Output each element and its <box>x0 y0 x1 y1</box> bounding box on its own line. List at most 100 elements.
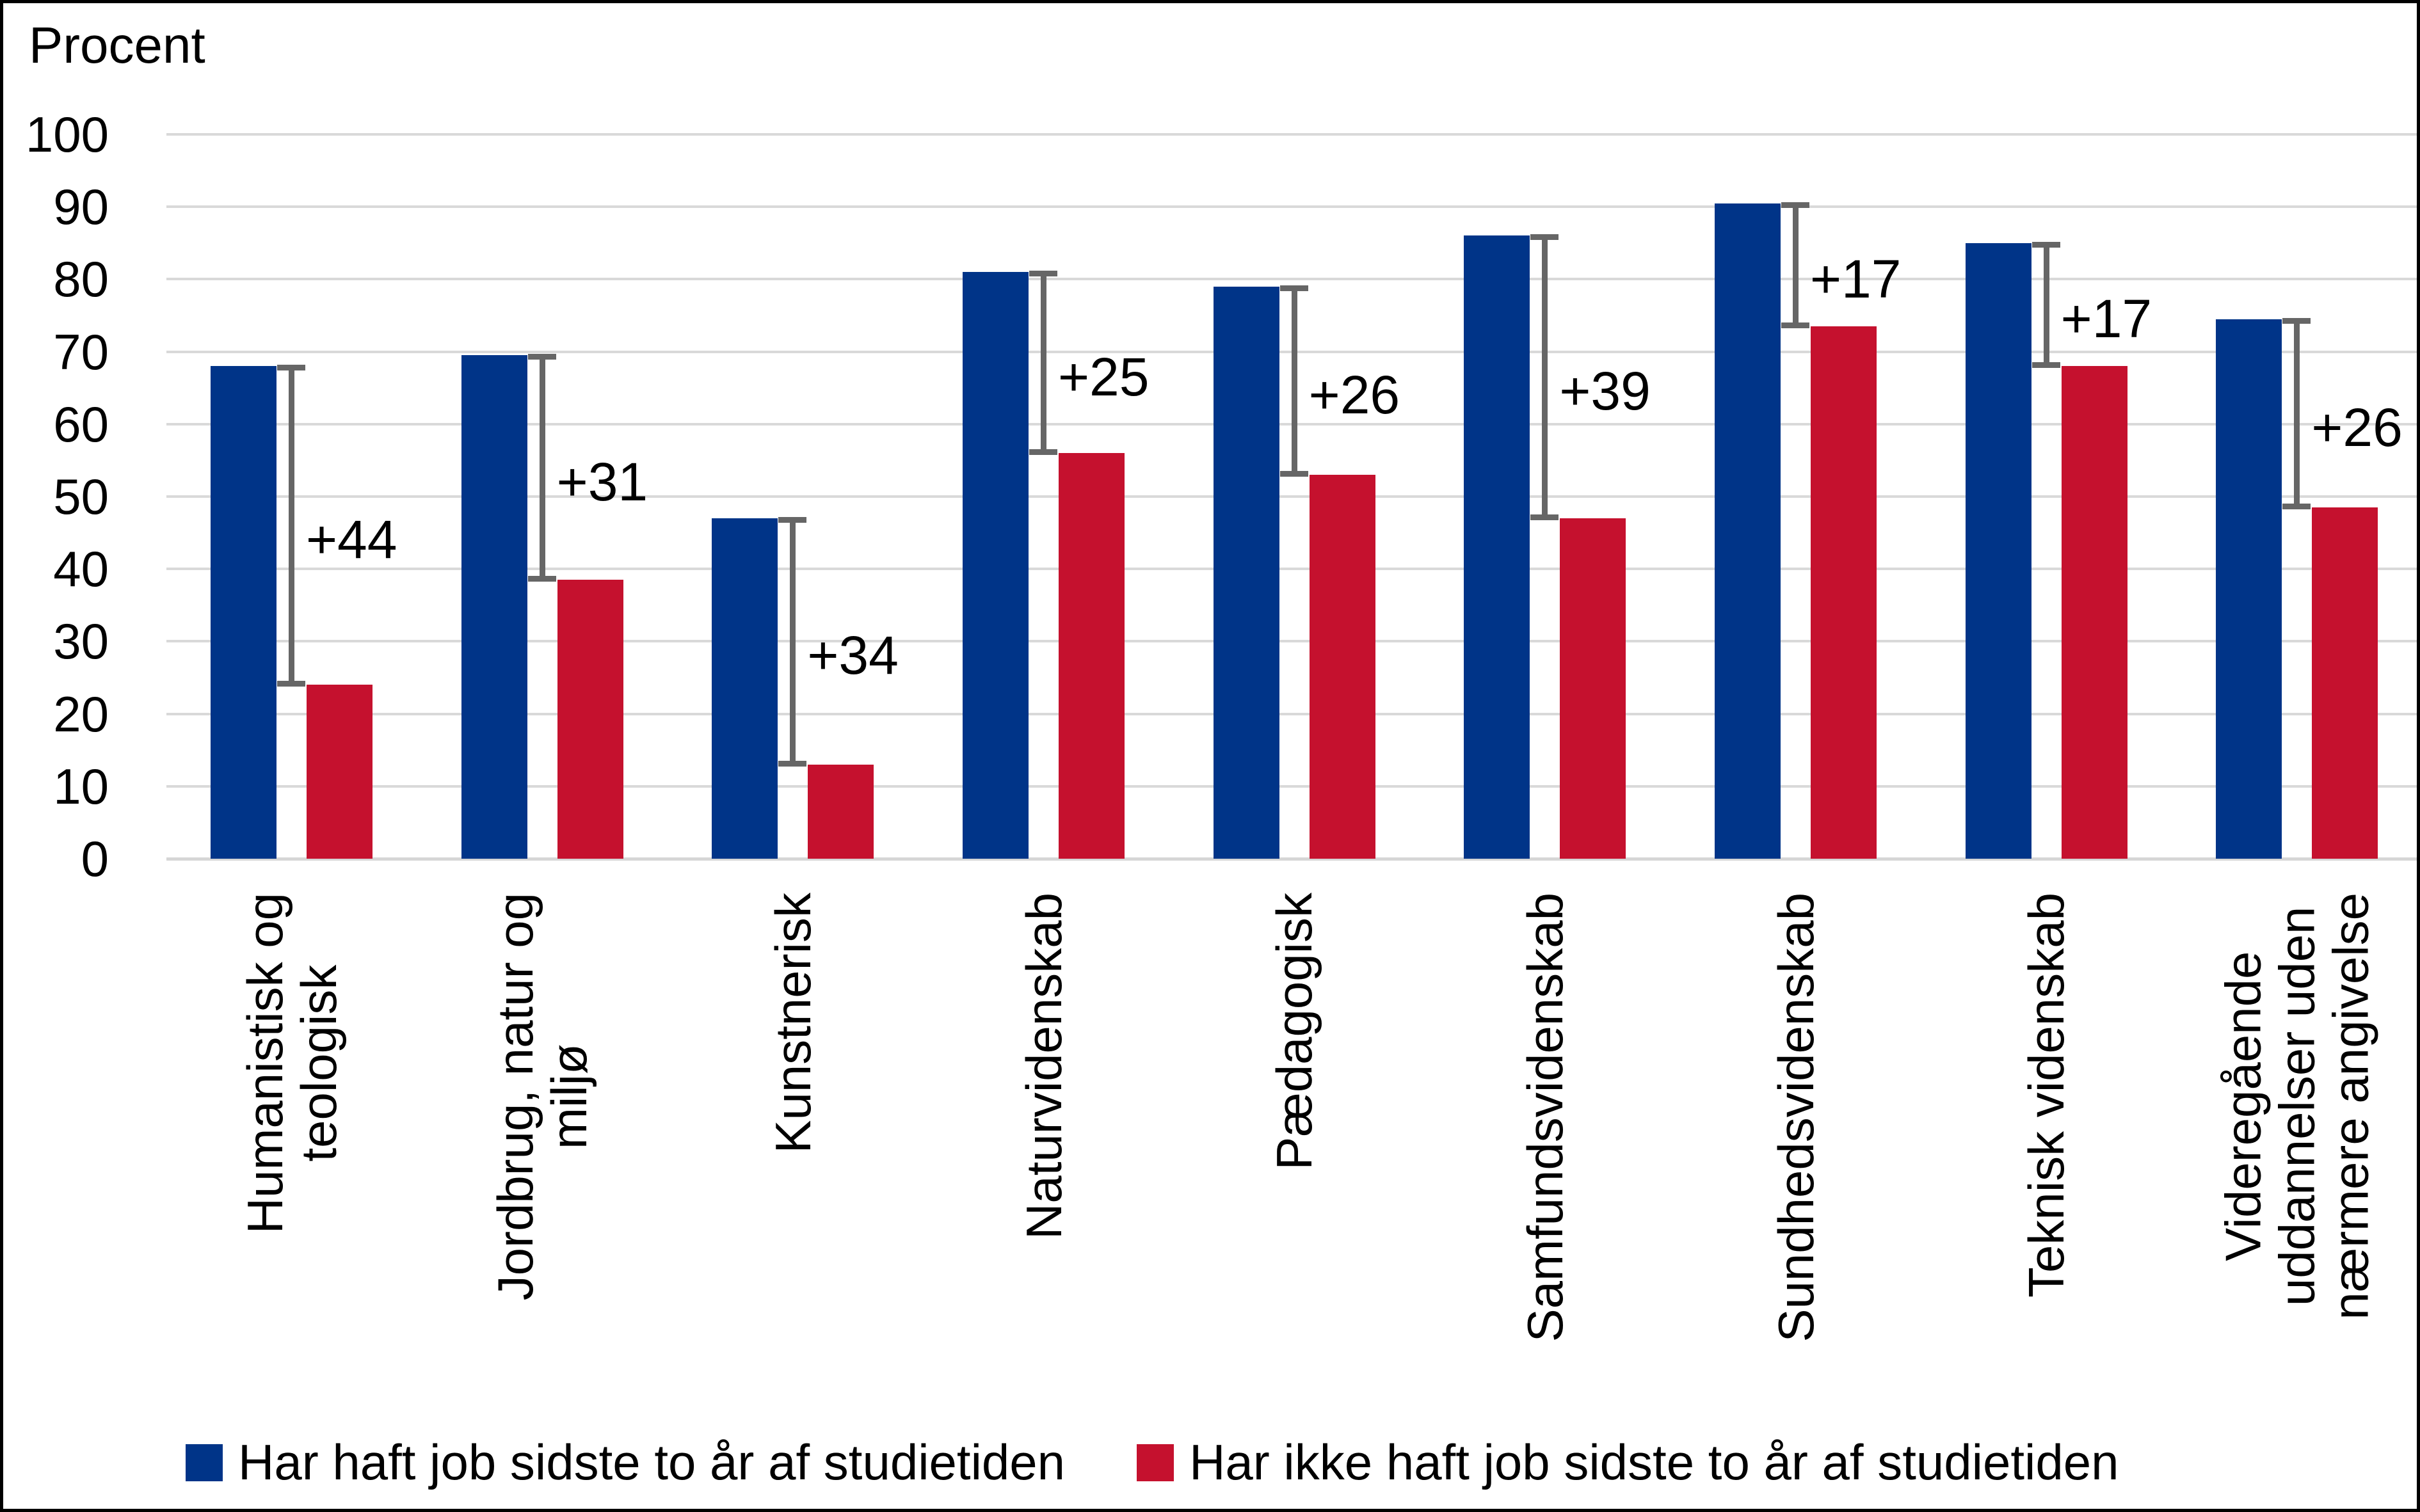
diff-label: +34 <box>807 625 899 686</box>
bar-har-haft-job <box>211 366 276 859</box>
y-tick-label: 90 <box>53 179 109 235</box>
legend: Har haft job sidste to år af studietiden… <box>3 1435 2417 1490</box>
category-label: Humanistisk og teologisk <box>166 893 417 1443</box>
gridline <box>166 568 2417 571</box>
legend-swatch-icon <box>186 1444 223 1481</box>
gridline <box>166 278 2417 281</box>
bar-har-ikke-haft-job <box>808 764 874 859</box>
bar-har-haft-job <box>2216 319 2282 859</box>
diff-bracket-top-cap <box>1279 285 1308 291</box>
bar-har-haft-job <box>712 518 778 859</box>
category-label-text: Pædagogisk <box>1266 893 1323 1170</box>
bar-har-ikke-haft-job <box>1560 518 1626 859</box>
diff-bracket-bottom-cap <box>2031 362 2060 369</box>
diff-bracket-bottom-cap <box>778 760 807 767</box>
diff-bracket-line <box>2043 243 2049 367</box>
legend-item: Har ikke haft job sidste to år af studie… <box>1137 1435 2119 1490</box>
diff-bracket-top-cap <box>1530 234 1559 241</box>
category-label-text: Humanistisk og teologisk <box>236 893 347 1234</box>
category-label-text: Teknisk videnskab <box>2018 893 2075 1298</box>
diff-bracket-top-cap <box>277 365 305 371</box>
diff-bracket-bottom-cap <box>1029 449 1057 456</box>
category-label: Videregående uddannelser uden nærmere an… <box>2172 893 2417 1443</box>
category-label: Naturvidenskab <box>918 893 1169 1443</box>
diff-label: +25 <box>1058 346 1150 407</box>
y-tick-label: 100 <box>25 106 109 163</box>
y-tick-label: 80 <box>53 251 109 308</box>
diff-label: +17 <box>1810 248 1902 309</box>
y-tick-label: 50 <box>53 468 109 525</box>
category-label-text: Jordbrug, natur og miljø <box>487 893 598 1301</box>
bar-har-haft-job <box>1965 243 2031 859</box>
legend-label: Har ikke haft job sidste to år af studie… <box>1189 1434 2119 1490</box>
legend-label: Har haft job sidste to år af studietiden <box>238 1434 1066 1490</box>
category-label: Samfundsvidenskab <box>1420 893 1671 1443</box>
category-label: Teknisk videnskab <box>1921 893 2172 1443</box>
diff-bracket-bottom-cap <box>1781 322 1809 328</box>
diff-bracket-line <box>1041 272 1046 454</box>
diff-bracket-top-cap <box>1781 202 1809 208</box>
diff-bracket-line <box>1542 235 1548 518</box>
diff-bracket-bottom-cap <box>1279 471 1308 477</box>
diff-bracket-bottom-cap <box>527 576 556 582</box>
bar-har-ikke-haft-job <box>2061 366 2128 859</box>
bar-har-haft-job <box>963 272 1029 859</box>
bar-har-ikke-haft-job <box>1309 475 1375 859</box>
category-label-text: Samfundsvidenskab <box>1517 893 1574 1342</box>
diff-bracket-line <box>1793 203 1799 326</box>
diff-label: +31 <box>556 451 648 512</box>
y-tick-label: 10 <box>53 758 109 815</box>
y-tick-label: 0 <box>81 831 109 887</box>
bar-har-ikke-haft-job <box>557 580 623 859</box>
gridline <box>166 784 2417 788</box>
gridline <box>166 133 2417 136</box>
diff-label: +44 <box>306 509 397 570</box>
gridline <box>166 495 2417 498</box>
diff-bracket-top-cap <box>2031 241 2060 248</box>
gridline <box>166 857 2417 861</box>
bar-har-haft-job <box>1715 203 1781 859</box>
diff-bracket-top-cap <box>527 354 556 360</box>
diff-bracket-top-cap <box>2282 317 2311 324</box>
y-tick-label: 60 <box>53 395 109 452</box>
bar-har-ikke-haft-job <box>2312 507 2378 859</box>
diff-bracket-line <box>539 355 545 580</box>
legend-item: Har haft job sidste to år af studietiden <box>186 1435 1065 1490</box>
diff-bracket-line <box>790 518 796 765</box>
category-label: Pædagogisk <box>1169 893 1420 1443</box>
y-tick-label: 70 <box>53 323 109 380</box>
diff-bracket-top-cap <box>1029 271 1057 277</box>
diff-label: +26 <box>1308 364 1400 425</box>
gridline <box>166 205 2417 209</box>
category-label: Sundhedsvidenskab <box>1671 893 1921 1443</box>
y-tick-label: 40 <box>53 541 109 598</box>
category-label-text: Sundhedsvidenskab <box>1767 893 1824 1342</box>
diff-bracket-line <box>2294 319 2300 507</box>
diff-label: +17 <box>2060 289 2152 349</box>
gridline <box>166 712 2417 715</box>
y-tick-label: 20 <box>53 685 109 742</box>
y-axis-unit-label: Procent <box>29 17 205 74</box>
bar-har-haft-job <box>1213 286 1279 859</box>
diff-label: +39 <box>1559 361 1651 422</box>
diff-label: +26 <box>2311 397 2403 458</box>
diff-bracket-line <box>1291 286 1297 475</box>
bar-har-ikke-haft-job <box>1059 453 1125 859</box>
diff-bracket-bottom-cap <box>2282 503 2311 509</box>
diff-bracket-bottom-cap <box>277 681 305 687</box>
diff-bracket-top-cap <box>778 516 807 523</box>
bar-har-ikke-haft-job <box>1811 326 1877 859</box>
category-label: Kunstnerisk <box>668 893 918 1443</box>
diff-bracket-bottom-cap <box>1530 514 1559 520</box>
legend-swatch-icon <box>1137 1444 1174 1481</box>
bar-har-haft-job <box>1464 235 1530 859</box>
category-label-text: Videregående uddannelser uden nærmere an… <box>2215 893 2380 1320</box>
category-label-text: Naturvidenskab <box>1015 893 1072 1239</box>
bar-har-haft-job <box>461 355 527 859</box>
gridline <box>166 640 2417 643</box>
diff-bracket-line <box>289 366 294 685</box>
bar-har-ikke-haft-job <box>307 685 373 859</box>
y-tick-label: 30 <box>53 613 109 670</box>
category-label-text: Kunstnerisk <box>765 893 822 1154</box>
